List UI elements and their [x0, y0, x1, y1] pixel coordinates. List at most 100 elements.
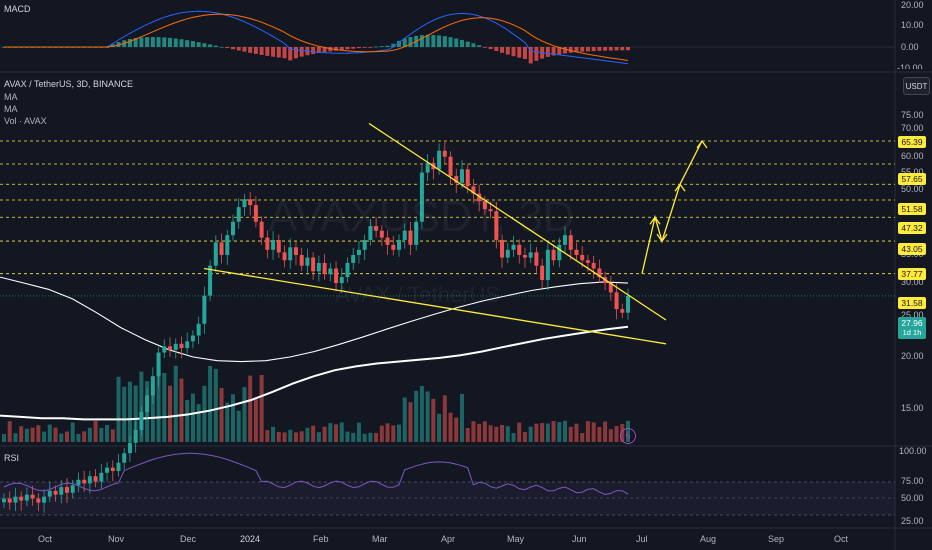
candle-body — [265, 237, 270, 250]
macd-histogram-bar — [225, 47, 230, 49]
volume-bar — [500, 425, 505, 442]
candle-body — [580, 254, 585, 261]
candle-body — [248, 199, 253, 206]
candle-body — [47, 490, 52, 497]
macd-histogram-bar — [362, 47, 367, 48]
macd-histogram-bar — [179, 39, 184, 47]
volume-bar — [162, 372, 167, 442]
volume-bar — [603, 421, 608, 442]
volume-bar — [53, 427, 58, 442]
volume-bar — [591, 422, 596, 442]
volume-bar — [419, 385, 424, 442]
candle-body — [122, 453, 127, 463]
candle-body — [448, 156, 453, 176]
macd-histogram-bar — [563, 47, 568, 54]
volume-bar — [374, 432, 379, 442]
macd-histogram-bar — [339, 47, 344, 50]
macd-histogram-bar — [625, 47, 631, 51]
candle-body — [208, 265, 213, 296]
volume-bar — [545, 423, 550, 442]
candle-body — [179, 343, 184, 349]
candle-body — [219, 242, 224, 255]
volume-bar — [282, 432, 287, 442]
candle-body — [185, 341, 190, 349]
macd-tick: -10.00 — [897, 63, 923, 73]
volume-bar — [230, 394, 235, 442]
candle-body — [36, 498, 41, 503]
candle-body — [202, 295, 207, 324]
candle-body — [437, 150, 442, 170]
macd-histogram-bar — [156, 37, 161, 47]
volume-legend[interactable]: Vol · AVAX — [4, 116, 47, 126]
candle-body — [477, 193, 482, 202]
candle-body — [563, 235, 568, 245]
lightning-icon[interactable]: ϟ — [620, 428, 636, 444]
volume-bar — [13, 433, 18, 442]
macd-histogram-bar — [431, 34, 436, 47]
candle-body — [425, 162, 430, 173]
volume-bar — [454, 417, 459, 442]
price-tick: 55.00 — [901, 166, 924, 177]
symbol-legend[interactable]: AVAX / TetherUS, 3D, BINANCE — [4, 79, 134, 89]
volume-bar — [253, 399, 258, 442]
candle-body — [311, 257, 316, 272]
candle-body — [385, 237, 390, 245]
volume-bar — [505, 426, 510, 442]
volume-bar — [580, 433, 585, 442]
candle-body — [442, 150, 447, 157]
rsi-pane-title[interactable]: RSI — [4, 453, 20, 463]
level-tag-65: 65.39 — [898, 136, 926, 148]
price-tick: 20.00 — [901, 351, 924, 361]
macd-histogram-bar — [448, 37, 453, 47]
candle-body — [356, 249, 361, 255]
candle-body — [156, 352, 161, 377]
triangle-lower-line — [203, 267, 667, 345]
candle-body — [150, 376, 155, 396]
level-tag-31: 31.58 — [898, 297, 926, 309]
candle-body — [87, 476, 92, 484]
candle-body — [591, 262, 596, 269]
candle-body — [19, 496, 24, 501]
macd-histogram-bar — [603, 47, 608, 51]
volume-bar — [47, 424, 52, 442]
volume-bar — [477, 423, 482, 442]
candle-body — [213, 242, 218, 266]
macd-histogram-bar — [145, 37, 150, 47]
candle-body — [59, 487, 64, 495]
candle-body — [454, 175, 459, 183]
ma-legend-1[interactable]: MA — [4, 92, 18, 102]
volume-bar — [150, 389, 155, 442]
macd-histogram-bar — [425, 34, 430, 47]
candle-body — [482, 201, 487, 210]
volume-bar — [293, 432, 298, 442]
volume-bar — [248, 375, 253, 442]
macd-histogram-bar — [517, 47, 522, 58]
macd-histogram-bar — [185, 40, 190, 47]
candle-body — [299, 254, 304, 266]
macd-histogram-bar — [328, 47, 333, 52]
volume-bar — [305, 427, 310, 442]
ma-legend-2[interactable]: MA — [4, 104, 18, 114]
macd-histogram-bar — [316, 47, 321, 54]
macd-histogram-bar — [534, 47, 539, 61]
macd-histogram-bar — [391, 43, 396, 47]
macd-histogram-bar — [488, 47, 493, 50]
time-label: May — [507, 534, 525, 544]
countdown-value: 1d 1h — [902, 328, 922, 337]
candle-body — [574, 249, 579, 255]
volume-bar — [488, 425, 493, 442]
macd-pane-title[interactable]: MACD — [4, 4, 31, 14]
macd-histogram-bar — [379, 46, 384, 47]
rsi-tick: 100.00 — [899, 446, 927, 456]
volume-bar — [597, 427, 602, 442]
macd-histogram-bar — [551, 47, 556, 56]
macd-histogram-bar — [614, 47, 619, 51]
currency-button[interactable]: USDT — [903, 77, 930, 95]
candle-body — [13, 496, 18, 503]
candle-body — [551, 249, 556, 261]
volume-bar — [24, 428, 29, 442]
volume-bar — [19, 426, 24, 442]
candle-body — [116, 462, 121, 472]
candle-body — [127, 442, 132, 454]
